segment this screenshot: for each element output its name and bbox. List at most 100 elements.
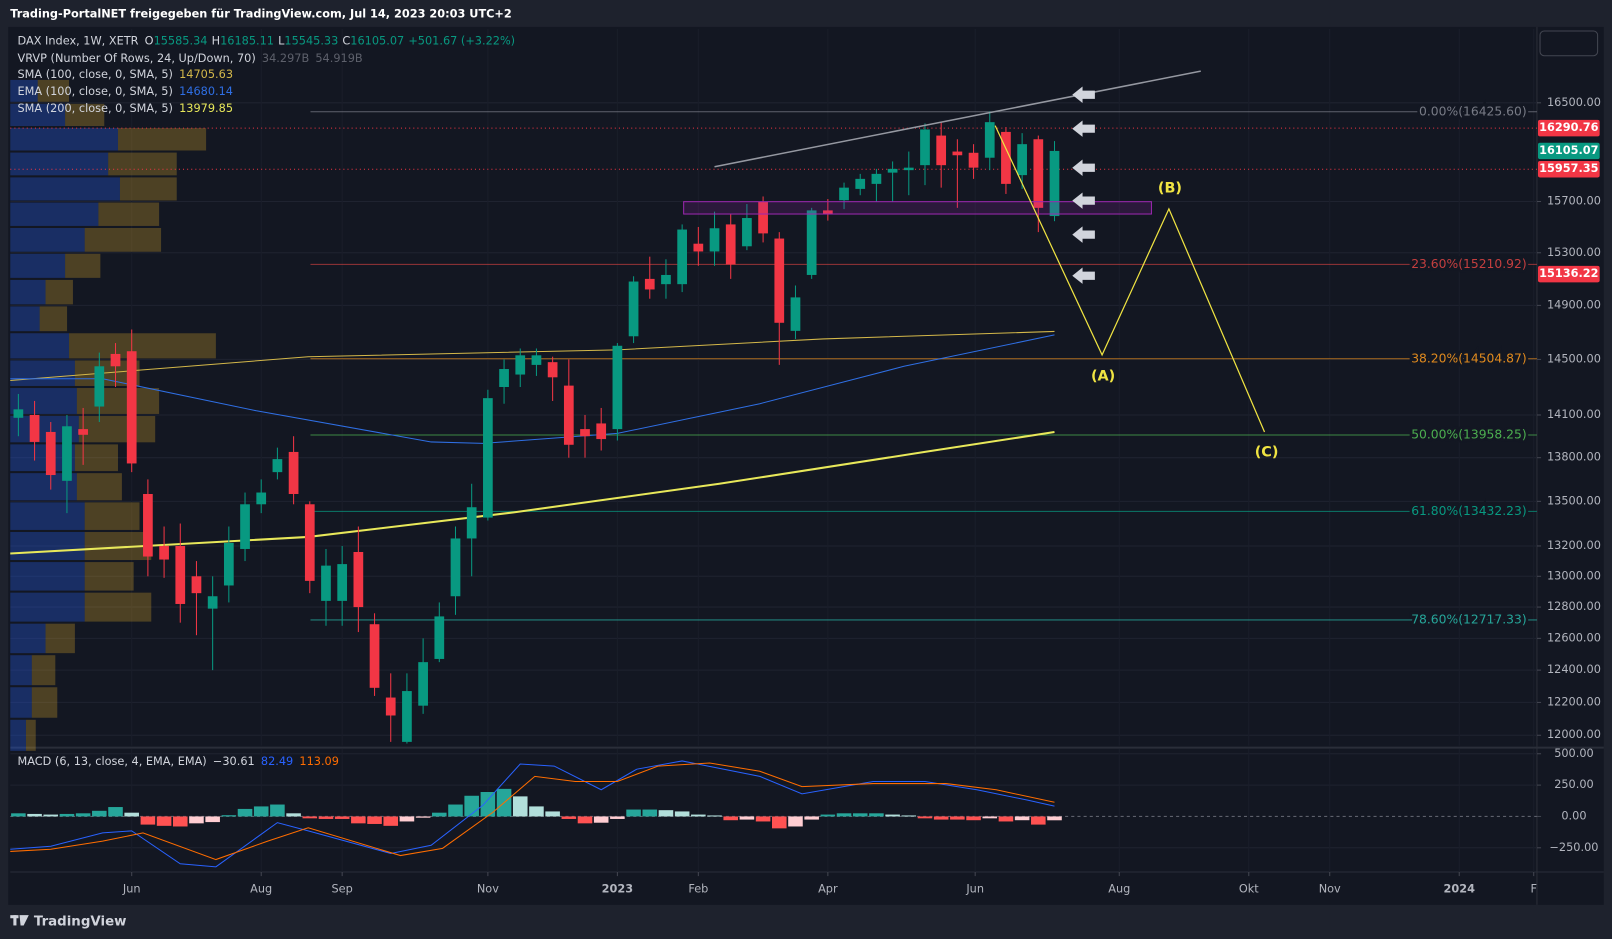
macd-histogram-bar [448, 804, 463, 817]
macd-histogram-bar [399, 816, 415, 822]
macd-histogram-bar [869, 813, 884, 817]
macd-histogram-bar [998, 816, 1014, 822]
candle-body [126, 351, 137, 464]
vrvp-down [78, 416, 156, 443]
y-tick-label: 13000.00 [1547, 569, 1601, 582]
vrvp-up [10, 152, 109, 176]
x-tick-label: 2023 [602, 882, 633, 895]
macd-line [10, 760, 1055, 868]
candle-body [968, 152, 979, 168]
macd-histogram-bar [707, 815, 722, 817]
candle-body [402, 691, 412, 742]
candle-body [871, 173, 882, 184]
candle-body [45, 431, 56, 476]
legend-item: L [278, 34, 285, 47]
chart-panel [8, 26, 1604, 905]
candle-body [337, 564, 348, 601]
vrvp-up [10, 333, 70, 359]
candle-body [304, 504, 315, 581]
macd-histogram-bar [836, 813, 852, 817]
candle-body [369, 624, 380, 688]
legend-item: MACD (6, 13, close, 4, EMA, EMA) [17, 755, 206, 768]
candle-body [94, 366, 105, 407]
price-label-bg [1537, 119, 1600, 137]
legend-series: EMA (100, close, 0, SMA, 5) 14680.14 [17, 85, 233, 98]
candle-body [29, 414, 40, 442]
macd-histogram-bar [140, 816, 156, 825]
macd-histogram-bar [755, 816, 771, 822]
legend-item: −30.61 [213, 755, 255, 768]
candle-body [822, 210, 833, 215]
fib-label: 23.60%(15210.92) [1411, 257, 1526, 271]
vrvp-down [31, 655, 56, 686]
candle-body [515, 355, 526, 375]
legend-item: 15545.33 [284, 34, 338, 47]
trend-line [714, 70, 1201, 168]
legend-series: SMA (200, close, 0, SMA, 5) 13979.85 [17, 102, 233, 115]
candle-body [499, 369, 509, 388]
legend-item: H [212, 34, 221, 47]
candle-body [677, 229, 688, 285]
candle-body [1001, 131, 1011, 184]
price-label: 15136.22 [1539, 267, 1598, 280]
candle-body [1033, 139, 1044, 208]
macd-histogram-bar [626, 809, 641, 817]
macd-histogram-bar [383, 816, 399, 826]
legend-item: SMA (100, close, 0, SMA, 5) [17, 68, 172, 81]
vrvp-down [98, 202, 160, 226]
fib-label: 61.80%(13432.23) [1411, 504, 1526, 518]
vrvp-down [37, 79, 70, 102]
legend-item: +501.67 (+3.22%) [408, 34, 515, 47]
y-tick-label: 15700.00 [1547, 195, 1601, 208]
candle-body [887, 168, 898, 173]
macd-histogram-bar [561, 816, 577, 819]
arrow [1072, 159, 1095, 176]
candle-body [207, 596, 218, 609]
candle-body [240, 504, 250, 549]
legend-series: SMA (100, close, 0, SMA, 5) 14705.63 [17, 68, 233, 81]
macd-histogram-bar [950, 816, 965, 820]
vrvp-up [10, 79, 38, 102]
wave-path [994, 125, 1266, 433]
y-tick-label: 13200.00 [1547, 539, 1601, 552]
candle-body [742, 218, 752, 247]
y-tick-label: 16500.00 [1547, 96, 1601, 109]
legend-item: 16185.11 [220, 34, 274, 47]
candle-body [1017, 144, 1027, 176]
vrvp-up [10, 592, 85, 622]
y-tick-label: 12400.00 [1547, 663, 1601, 676]
fib-label: 78.60%(12717.33) [1411, 612, 1526, 626]
arrow [1072, 86, 1095, 103]
macd-histogram-bar [205, 816, 220, 823]
ma-line [10, 430, 1055, 555]
y-tick-label: 14100.00 [1547, 408, 1601, 421]
candle-body [920, 129, 930, 166]
axis-layer: 16500.00 15700.00 15300.00 14900.00 14500.00… [122, 96, 1601, 896]
legend-item: 54.919B [315, 52, 362, 65]
candle-body [952, 151, 963, 156]
price-label: 16290.76 [1539, 121, 1598, 134]
x-tick-label: F [1530, 882, 1537, 895]
candle-body [596, 423, 607, 440]
toolbar-button[interactable] [1539, 30, 1599, 57]
macd-histogram-bar [302, 816, 318, 819]
candle-body [709, 228, 720, 252]
price-label-bg [1537, 265, 1600, 283]
macd-histogram-bar [966, 816, 981, 821]
vrvp-up [10, 360, 75, 386]
candle-body [628, 281, 639, 337]
candle-body [725, 224, 736, 265]
macd-histogram-bar [27, 813, 42, 817]
footer-logo [10, 915, 29, 926]
macd-histogram-bar [512, 796, 528, 817]
x-tick-label: Apr [818, 882, 838, 895]
vrvp-up [10, 623, 46, 654]
legend-item: 13979.85 [179, 102, 233, 115]
wave-label: (C) [1255, 445, 1279, 461]
ma-line [10, 334, 1055, 444]
candle-body [143, 493, 153, 557]
x-tick-label: Aug [1108, 882, 1130, 895]
legend-item: 15585.34 [154, 34, 208, 47]
candle-body [903, 167, 914, 171]
